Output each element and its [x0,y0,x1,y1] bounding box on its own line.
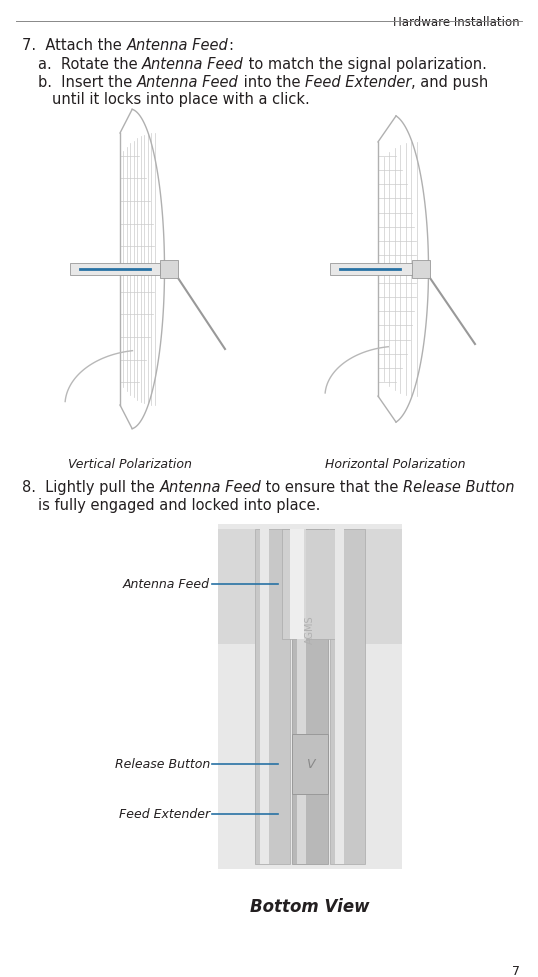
Text: Vertical Polarization: Vertical Polarization [68,457,192,471]
Bar [260,530,269,864]
Text: 7: 7 [512,964,520,977]
Text: b.  Insert the: b. Insert the [38,75,137,90]
Bar [298,530,307,864]
Bar [160,261,178,278]
Bar [255,530,290,864]
Text: to match the signal polarization.: to match the signal polarization. [244,57,487,72]
Text: a.  Rotate the: a. Rotate the [38,57,142,72]
Text: 8.  Lightly pull the: 8. Lightly pull the [22,480,159,494]
Bar [218,525,402,870]
Bar [330,530,365,864]
Text: Antenna Feed: Antenna Feed [142,57,244,72]
Text: Antenna Feed: Antenna Feed [123,578,210,591]
Text: Release Button: Release Button [403,480,515,494]
Text: Antenna Feed: Antenna Feed [137,75,239,90]
Text: AGMS: AGMS [305,616,315,644]
Bar [292,735,328,794]
Text: is fully engaged and locked into place.: is fully engaged and locked into place. [38,497,320,513]
Text: to ensure that the: to ensure that the [261,480,403,494]
Text: Antenna Feed: Antenna Feed [159,480,261,494]
Bar [292,530,328,864]
Bar [291,530,305,639]
Bar [335,530,344,864]
Bar [282,530,338,639]
Text: , and push: , and push [411,75,489,90]
Text: Horizontal Polarization: Horizontal Polarization [325,457,465,471]
Text: V: V [306,758,314,771]
Text: 7.  Attach the: 7. Attach the [22,38,126,53]
Bar [330,264,415,276]
Text: until it locks into place with a click.: until it locks into place with a click. [52,92,310,106]
Text: Feed Extender: Feed Extender [305,75,411,90]
Text: Feed Extender: Feed Extender [119,808,210,821]
Text: into the: into the [239,75,305,90]
Bar [70,264,160,276]
Bar [412,261,430,278]
Text: Hardware Installation: Hardware Installation [393,16,520,29]
Text: Release Button: Release Button [115,758,210,771]
Text: Bottom View: Bottom View [250,897,370,915]
Text: Antenna Feed: Antenna Feed [126,38,228,53]
Text: :: : [228,38,233,53]
